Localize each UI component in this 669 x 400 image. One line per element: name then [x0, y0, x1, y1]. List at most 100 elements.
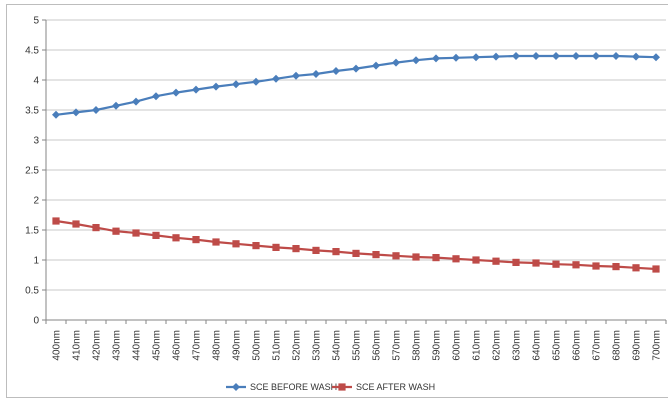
x-tick-label: 490nm: [232, 330, 243, 361]
x-tick-label: 650nm: [552, 330, 563, 361]
x-tick-label: 530nm: [312, 330, 323, 361]
data-point: [112, 101, 120, 110]
data-point: [212, 82, 220, 91]
y-tick-label: 1: [33, 256, 39, 267]
data-point: [352, 249, 360, 257]
legend-marker-2: [338, 383, 346, 391]
x-tick-label: 630nm: [512, 330, 523, 361]
y-tick-label: 4.5: [25, 46, 39, 57]
data-point: [472, 256, 480, 264]
x-tick-label: 570nm: [392, 330, 403, 361]
data-point: [612, 52, 620, 60]
data-point: [592, 52, 600, 60]
x-tick-label: 600nm: [452, 330, 463, 361]
data-point: [552, 260, 560, 268]
x-tick-label: 510nm: [272, 330, 283, 361]
data-point: [252, 77, 260, 86]
y-tick-label: 1.5: [25, 226, 39, 237]
data-point: [572, 261, 580, 269]
x-tick-label: 500nm: [252, 330, 263, 361]
data-point: [412, 56, 420, 65]
x-tick-label: 690nm: [632, 330, 643, 361]
series-line-2: [55, 219, 657, 271]
data-point: [232, 240, 240, 248]
x-tick-label: 410nm: [72, 330, 83, 361]
legend-label-1: SCE BEFORE WASH: [250, 382, 337, 392]
data-point: [92, 224, 100, 232]
x-tick-label: 610nm: [472, 330, 483, 361]
data-point: [632, 52, 640, 61]
x-tick-label: 580nm: [412, 330, 423, 361]
data-point: [132, 97, 140, 106]
data-point: [452, 53, 460, 62]
data-point: [272, 74, 280, 83]
y-tick-label: 2.5: [25, 166, 39, 177]
x-tick-label: 640nm: [532, 330, 543, 361]
data-point: [512, 52, 520, 60]
data-point: [532, 52, 540, 60]
x-tick-label: 520nm: [292, 330, 303, 361]
data-point: [392, 58, 400, 67]
data-point: [172, 88, 180, 97]
data-point: [632, 264, 640, 272]
data-point: [532, 259, 540, 267]
data-point: [132, 229, 140, 237]
data-point: [212, 238, 220, 246]
x-tick-label: 590nm: [432, 330, 443, 361]
data-point: [432, 254, 440, 262]
x-tick-label: 700nm: [652, 330, 663, 361]
data-point: [392, 252, 400, 260]
data-point: [452, 255, 460, 263]
legend-label-2: SCE AFTER WASH: [356, 382, 435, 392]
data-point: [232, 80, 240, 89]
y-tick-label: 0: [33, 316, 39, 327]
data-point: [172, 234, 180, 242]
x-tick-label: 560nm: [372, 330, 383, 361]
data-point: [312, 70, 320, 78]
data-point: [372, 251, 380, 259]
legend-marker-1: [232, 383, 240, 391]
y-tick-label: 3: [33, 136, 39, 147]
x-tick-label: 420nm: [92, 330, 103, 361]
data-point: [332, 248, 340, 256]
x-tick-label: 540nm: [332, 330, 343, 361]
data-point: [332, 67, 340, 75]
data-point: [472, 53, 480, 62]
x-tick-label: 550nm: [352, 330, 363, 361]
data-point: [492, 257, 500, 265]
data-point: [252, 242, 260, 250]
data-point: [432, 54, 440, 63]
x-tick-label: 670nm: [592, 330, 603, 361]
data-point: [352, 64, 360, 73]
x-tick-label: 620nm: [492, 330, 503, 361]
data-point: [272, 243, 280, 251]
data-point: [292, 245, 300, 253]
x-tick-label: 400nm: [52, 330, 63, 361]
data-point: [192, 85, 200, 94]
y-tick-label: 0.5: [25, 286, 39, 297]
x-tick-label: 430nm: [112, 330, 123, 361]
data-point: [192, 236, 200, 244]
data-point: [152, 92, 160, 101]
data-point: [152, 231, 160, 239]
data-point: [592, 262, 600, 270]
data-point: [512, 258, 520, 266]
y-tick-label: 5: [33, 16, 39, 27]
x-tick-label: 470nm: [192, 330, 203, 361]
data-point: [652, 265, 660, 273]
x-tick-label: 660nm: [572, 330, 583, 361]
x-tick-label: 450nm: [152, 330, 163, 361]
data-point: [112, 227, 120, 235]
x-tick-label: 460nm: [172, 330, 183, 361]
data-point: [612, 263, 620, 271]
data-point: [572, 52, 580, 60]
y-tick-label: 4: [33, 76, 39, 87]
data-point: [72, 108, 80, 117]
data-point: [292, 71, 300, 80]
data-point: [412, 253, 420, 261]
data-point: [492, 52, 500, 61]
y-tick-label: 3.5: [25, 106, 39, 117]
x-tick-label: 680nm: [612, 330, 623, 361]
data-point: [52, 110, 60, 119]
